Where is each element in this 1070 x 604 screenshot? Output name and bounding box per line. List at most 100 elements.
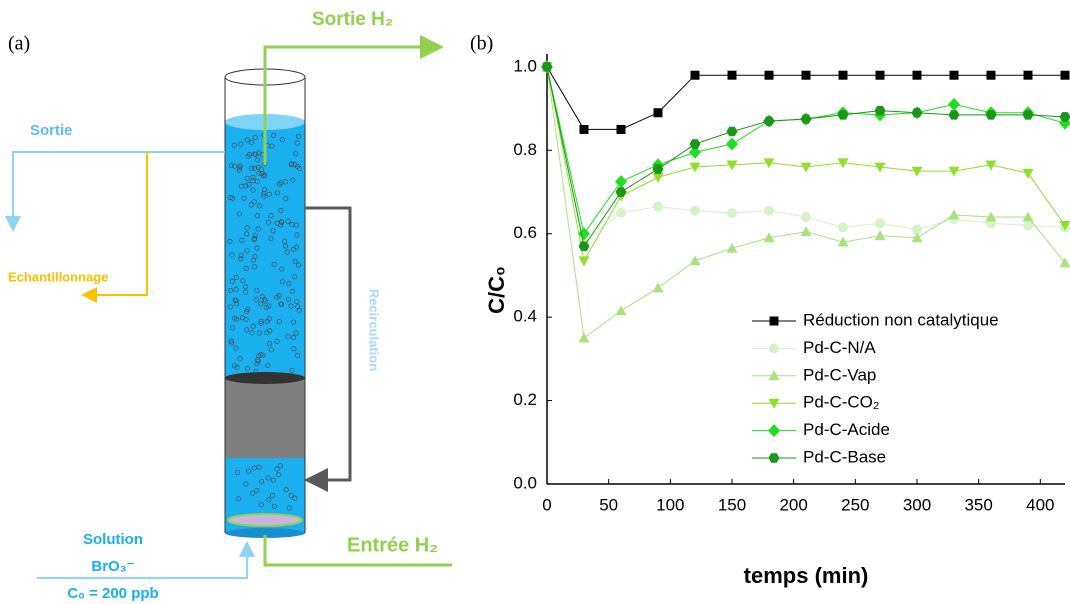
bubble <box>227 238 233 244</box>
bubble <box>232 163 238 169</box>
bubble <box>268 236 274 242</box>
bubble <box>258 320 264 326</box>
bubble <box>278 301 284 307</box>
bubble <box>234 364 240 370</box>
bubble <box>239 183 245 189</box>
bubble <box>295 163 301 169</box>
bubble <box>258 318 264 324</box>
bubble <box>228 163 234 169</box>
bubble <box>282 243 288 249</box>
bubble <box>241 195 247 201</box>
h2-out-label: Sortie H₂ <box>312 9 393 30</box>
bubble <box>293 244 299 250</box>
bubble <box>239 237 245 243</box>
bubble <box>252 166 258 172</box>
bubble <box>275 472 281 478</box>
bubble <box>248 165 254 171</box>
marker <box>578 332 590 343</box>
bubble <box>244 231 250 237</box>
marker <box>1022 110 1034 120</box>
marker <box>948 110 960 120</box>
bubble <box>284 249 290 255</box>
marker <box>652 282 664 293</box>
marker <box>800 114 812 124</box>
marker <box>875 70 885 80</box>
bubble <box>286 281 292 287</box>
marker <box>911 107 923 118</box>
y-axis-label: C/C₀ <box>484 266 509 314</box>
bubble <box>238 141 244 147</box>
marker <box>579 124 589 134</box>
bubble <box>246 468 252 474</box>
marker <box>689 162 701 173</box>
bubble <box>274 190 280 196</box>
marker <box>874 105 886 116</box>
marker <box>727 207 737 218</box>
bubble <box>285 333 291 339</box>
bubble <box>266 191 272 197</box>
bubble <box>279 266 285 272</box>
h2-outlet-line <box>263 35 444 165</box>
marker <box>615 305 627 316</box>
bubble <box>243 284 249 290</box>
bubble <box>236 167 242 173</box>
recirculation-label: Recirculation <box>367 289 382 371</box>
x-tick-label: 0 <box>542 495 551 514</box>
bubble <box>251 465 257 471</box>
marker <box>838 70 848 80</box>
marker <box>768 424 780 438</box>
series-line <box>546 66 1066 235</box>
h2-in-label: Entrée H₂ <box>347 534 438 556</box>
bubble <box>267 328 273 334</box>
bubble <box>238 252 244 258</box>
bubble <box>258 166 264 172</box>
marker <box>727 70 737 80</box>
bubble <box>258 301 264 307</box>
x-tick-label: 400 <box>1026 495 1054 514</box>
marker <box>912 70 922 80</box>
marker <box>578 256 590 267</box>
bubble <box>278 208 284 214</box>
bubble <box>253 368 259 374</box>
bubble <box>243 265 249 271</box>
bubble <box>286 297 292 303</box>
bubble <box>276 319 282 325</box>
x-axis-label: temps (min) <box>744 563 869 588</box>
bubble <box>295 304 301 310</box>
bubble <box>244 365 250 371</box>
bubble <box>292 162 298 168</box>
marker <box>653 108 663 118</box>
marker <box>948 97 960 111</box>
marker <box>615 187 627 197</box>
marker <box>801 70 811 80</box>
marker <box>837 158 849 169</box>
bubble <box>258 502 264 508</box>
bubble <box>262 172 268 178</box>
bubble <box>289 367 295 373</box>
bubble <box>250 257 256 263</box>
bubble <box>237 355 243 361</box>
bubble <box>294 232 300 238</box>
bubble <box>295 353 301 359</box>
bubble <box>229 325 235 331</box>
marker <box>1022 168 1034 179</box>
bubble <box>274 338 280 344</box>
marker <box>615 175 627 189</box>
marker <box>912 224 922 235</box>
legend-label: Pd-C-N/A <box>803 338 876 357</box>
bubble <box>276 293 282 299</box>
marker <box>985 160 997 171</box>
bubble <box>231 142 237 148</box>
bubble <box>246 181 252 187</box>
series-line <box>546 66 1066 339</box>
x-tick-label: 250 <box>841 495 869 514</box>
bubble <box>279 137 285 143</box>
marker <box>652 173 664 183</box>
marker <box>949 70 959 80</box>
bubble <box>255 157 261 163</box>
bubble <box>249 330 255 336</box>
marker <box>838 222 848 233</box>
bubble <box>250 174 256 180</box>
bubble <box>249 139 255 145</box>
